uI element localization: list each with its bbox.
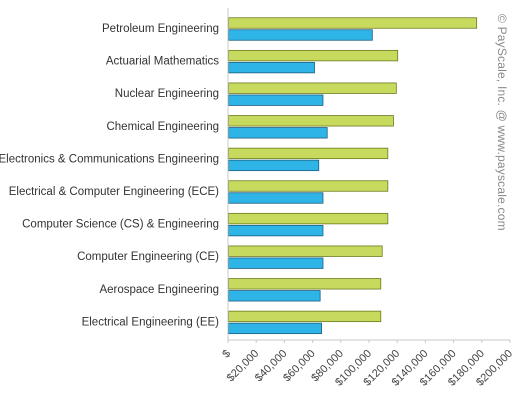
category-label: Nuclear Engineering [115, 88, 219, 100]
bars-layer [228, 17, 478, 335]
bar [228, 49, 399, 62]
bar [228, 212, 389, 225]
axis-layer [227, 8, 511, 343]
bar [228, 192, 324, 204]
category-label: Electrical & Computer Engineering (ECE) [9, 186, 219, 198]
bar [228, 127, 328, 139]
bar [228, 159, 320, 172]
bar [228, 322, 322, 335]
bar [228, 290, 321, 302]
category-labels: Petroleum Engineering Actuarial Mathemati… [0, 23, 219, 328]
category-label: Actuarial Mathematics [106, 56, 219, 68]
category-label: Electrical Engineering (EE) [82, 316, 220, 328]
bar [228, 257, 324, 269]
category-label: Petroleum Engineering [102, 23, 219, 35]
category-label: Chemical Engineering [106, 121, 219, 133]
bar [228, 94, 324, 106]
category-label: Electronics & Communications Engineering [0, 153, 219, 165]
bar [228, 180, 389, 192]
bar [228, 310, 382, 323]
category-label: Computer Engineering (CE) [77, 251, 219, 263]
bar [228, 17, 478, 29]
bar [228, 147, 389, 160]
bar [228, 245, 383, 257]
credit-watermark: © PayScale, Inc. @ www.payscale.com [495, 14, 509, 231]
category-label: Aerospace Engineering [99, 284, 219, 296]
bar [228, 278, 382, 290]
x-tick-labels: $$20,000$40,000$60,000$80,000$100,000$12… [220, 348, 515, 389]
bar [228, 29, 373, 41]
x-tick-label: $ [220, 348, 233, 361]
bar [228, 115, 394, 127]
category-label: Computer Science (CS) & Engineering [22, 219, 219, 231]
bar [228, 224, 324, 237]
bar [228, 82, 397, 94]
bar [228, 61, 315, 74]
